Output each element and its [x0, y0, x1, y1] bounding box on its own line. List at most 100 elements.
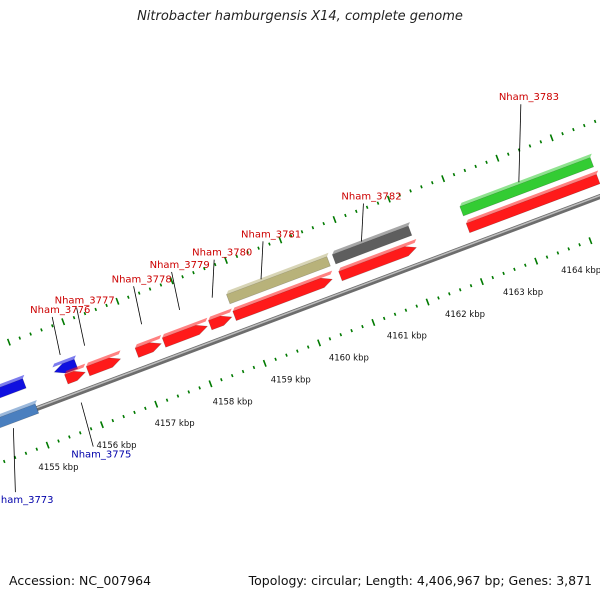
upper-scale-tick — [257, 246, 260, 250]
lower-scale-tick — [154, 400, 159, 408]
gene-bevel-nham_3777 — [86, 350, 121, 367]
gene-bevel-nham_3779 — [162, 317, 208, 338]
gene-label: Nham_3781 — [241, 229, 301, 240]
scale-label: 4163 kbp — [503, 288, 543, 298]
gene-bevel-nham_3773 — [0, 400, 37, 418]
lower-scale-tick — [491, 275, 495, 280]
gene-label: Nham_3783 — [499, 92, 559, 103]
upper-scale-tick — [181, 275, 184, 279]
upper-scale-tick — [203, 266, 206, 271]
gene-nham_3778 — [134, 342, 162, 358]
upper-scale-tick — [572, 127, 575, 132]
lower-scale-tick — [371, 318, 376, 327]
gene-label: Nham_3780 — [192, 248, 252, 259]
gene-bevel-nham_3776 — [64, 363, 86, 375]
upper-scale-tick — [169, 277, 174, 285]
scale-label: 4164 kbp — [561, 266, 600, 276]
lower-scale-tick — [437, 296, 440, 300]
page-title: Nitrobacter hamburgensis X14, complete g… — [137, 9, 463, 24]
gene-bevel-nham_3775 — [52, 355, 76, 368]
upper-scale-tick — [83, 311, 87, 316]
gene-label: Nham_3773 — [0, 495, 54, 506]
upper-scale-tick — [322, 221, 325, 226]
lower-scale-tick — [479, 278, 484, 286]
upper-scale-tick — [51, 324, 54, 328]
accession-label: Accession: NC_007964 — [9, 573, 152, 588]
upper-scale-tick — [72, 315, 76, 320]
upper-scale-tick — [61, 318, 66, 326]
lower-scale-tick — [78, 431, 82, 435]
upper-scale-tick — [539, 140, 543, 144]
scale-label: 4160 kbp — [329, 354, 369, 364]
lower-scale-tick — [404, 308, 408, 312]
label-leader-line — [260, 241, 264, 280]
upper-scale-tick — [355, 209, 358, 214]
gene-nham_3781 — [232, 277, 333, 322]
upper-scale-tick — [29, 332, 32, 336]
gene-label: Nham_3776 — [30, 305, 90, 316]
lower-scale-tick — [534, 257, 539, 265]
label-leader-line — [361, 203, 364, 242]
gene-bevel-nham_3782 — [332, 222, 410, 255]
lower-scale-tick — [45, 441, 50, 449]
upper-scale-tick — [127, 295, 130, 299]
label-leader-line — [76, 307, 86, 346]
lower-scale-tick — [241, 369, 245, 374]
upper-scale-tick — [474, 164, 477, 169]
lower-scale-tick — [513, 267, 516, 272]
scale-label: 4162 kbp — [445, 310, 485, 320]
scale-label: 4156 kbp — [97, 441, 137, 451]
lower-scale-tick — [99, 421, 104, 429]
scale-label: 4159 kbp — [271, 375, 311, 385]
lower-scale-tick — [415, 304, 419, 308]
upper-scale-tick — [268, 242, 271, 246]
genome-summary: Topology: circular; Length: 4,406,967 bp… — [248, 573, 592, 588]
gene-bevel-nham_3781-b — [226, 252, 329, 295]
lower-scale-tick — [165, 398, 169, 402]
lower-scale-tick — [144, 406, 147, 411]
lower-scale-tick — [111, 418, 115, 423]
gene-bevel-nham_3773-b — [0, 374, 25, 388]
label-leader-line — [51, 316, 61, 356]
upper-scale-tick — [549, 134, 554, 142]
scale-label: 4158 kbp — [213, 397, 253, 407]
upper-scale-tick — [289, 234, 293, 238]
lower-scale-tick — [350, 328, 353, 333]
lower-scale-tick — [469, 284, 473, 288]
lower-scale-tick — [274, 357, 277, 361]
lower-scale-tick — [262, 359, 267, 367]
gene-label: Nham_3782 — [341, 191, 401, 202]
lower-scale-tick — [524, 263, 527, 267]
gene-label: Nham_3778 — [112, 274, 172, 285]
label-leader-line — [80, 402, 94, 447]
upper-scale-tick — [431, 181, 434, 185]
lower-scale-tick — [339, 333, 343, 337]
lower-scale-tick — [545, 255, 549, 259]
lower-scale-tick — [187, 390, 191, 394]
lower-scale-tick — [24, 451, 28, 455]
upper-scale-tick — [495, 154, 500, 162]
lower-scale-tick — [122, 414, 125, 419]
lower-scale-tick — [133, 410, 136, 415]
upper-scale-tick — [344, 213, 347, 218]
upper-scale-tick — [148, 287, 152, 291]
lower-scale-tick — [285, 353, 288, 357]
lower-scale-tick — [2, 459, 6, 464]
gene-nham_3777 — [85, 357, 122, 377]
upper-scale-tick — [137, 291, 141, 295]
upper-scale-tick — [246, 250, 250, 254]
label-leader-line — [211, 259, 215, 298]
lower-scale-tick — [361, 324, 364, 329]
upper-scale-tick — [18, 336, 22, 340]
lower-scale-tick — [502, 271, 505, 276]
lower-scale-tick — [68, 435, 71, 439]
lower-scale-tick — [252, 365, 256, 370]
upper-scale-tick — [386, 195, 391, 203]
upper-scale-tick — [224, 256, 229, 264]
upper-scale-tick — [105, 303, 108, 308]
upper-scale-tick — [94, 307, 98, 312]
upper-scale-tick — [235, 254, 239, 259]
lower-scale-tick — [578, 243, 581, 247]
